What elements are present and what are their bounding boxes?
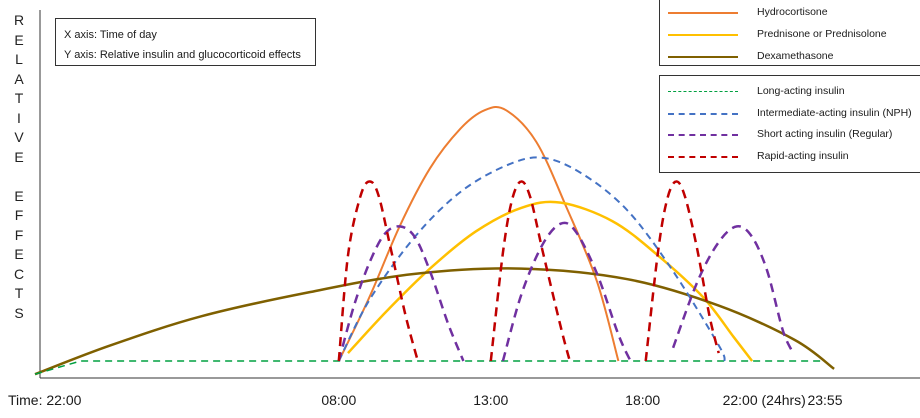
legend-item: Prednisone or Prednisolone xyxy=(660,25,920,45)
x-tick-label: 22:00 (24hrs) xyxy=(722,392,806,408)
y-label-letter: I xyxy=(17,109,21,126)
legend-label: Hydrocortisone xyxy=(757,6,828,18)
y-label-letter: V xyxy=(14,129,24,145)
legend-swatch xyxy=(668,155,738,158)
legend-item: Hydrocortisone xyxy=(660,3,920,23)
legend-label: Dexamethasone xyxy=(757,50,834,62)
y-label-letter: F xyxy=(14,207,24,223)
legend-item: Intermediate-acting insulin (NPH) xyxy=(660,104,920,124)
legend-label: Rapid-acting insulin xyxy=(757,149,849,162)
series-line-prednisone-or-prednisolone xyxy=(347,200,754,362)
legend-item: Short acting insulin (Regular) xyxy=(660,125,920,145)
y-label-letter: A xyxy=(14,70,24,87)
series-line-dexamethasone xyxy=(34,267,835,376)
legend-label: Prednisone or Prednisolone xyxy=(757,28,887,40)
y-label-letter: E xyxy=(14,148,24,165)
x-tick-label: 13:00 xyxy=(473,392,509,408)
y-label-letter: T xyxy=(14,285,24,301)
x-tick-label: 18:00 xyxy=(625,392,661,408)
legend-swatch xyxy=(668,12,738,14)
y-label-letter xyxy=(12,168,26,188)
legend-glucocorticoids: Hydrocortisone Prednisone or Prednisolone… xyxy=(659,0,920,66)
axis-note-x: X axis: Time of day xyxy=(64,29,157,41)
legend-swatch xyxy=(668,34,738,36)
y-label-letter: C xyxy=(13,265,25,282)
y-label-letter: T xyxy=(14,90,24,106)
series-line-intermediate-acting-insulin-nph xyxy=(337,156,726,362)
series-line-rapid-acting-insulin-dose-3 xyxy=(644,180,720,362)
legend-swatch xyxy=(668,112,738,115)
x-tick-label: 23:55 xyxy=(807,392,843,408)
series-line-short-acting-insulin-regular-dose-1 xyxy=(337,225,465,362)
y-label-letter: L xyxy=(15,51,23,67)
y-label-letter: E xyxy=(14,246,24,262)
series-line-short-acting-insulin-regular-dose-3 xyxy=(671,225,793,351)
legend-label: Intermediate-acting insulin (NPH) xyxy=(757,106,912,119)
y-label-letter: R xyxy=(13,12,25,28)
legend-item: Long-acting insulin xyxy=(660,82,920,102)
x-tick-label: Time: 22:00 xyxy=(8,392,82,408)
legend-insulins: Long-acting insulin Intermediate-acting i… xyxy=(659,75,920,173)
x-tick-label: 08:00 xyxy=(321,392,357,408)
chart-axes xyxy=(39,10,920,379)
series-line-rapid-acting-insulin-dose-1 xyxy=(337,180,420,362)
legend-label: Short acting insulin (Regular) xyxy=(757,128,893,140)
y-label-letter: E xyxy=(14,31,24,48)
legend-swatch xyxy=(668,56,738,58)
series-line-long-acting-insulin xyxy=(34,360,825,375)
legend-item: Dexamethasone xyxy=(660,47,920,67)
chart-series-layer xyxy=(34,106,835,376)
legend-label: Long-acting insulin xyxy=(757,85,845,97)
y-label-letter: S xyxy=(14,304,24,321)
series-line-short-acting-insulin-regular-dose-2 xyxy=(501,221,632,362)
y-label-letter: E xyxy=(14,187,24,204)
axis-note-y: Y axis: Relative insulin and glucocortic… xyxy=(64,49,301,61)
legend-item: Rapid-acting insulin xyxy=(660,147,920,167)
series-line-rapid-acting-insulin-dose-2 xyxy=(489,180,572,362)
legend-swatch xyxy=(668,134,738,136)
axis-note-box: X axis: Time of day Y axis: Relative ins… xyxy=(55,18,316,66)
legend-swatch xyxy=(668,91,738,92)
y-label-letter: F xyxy=(14,226,24,243)
